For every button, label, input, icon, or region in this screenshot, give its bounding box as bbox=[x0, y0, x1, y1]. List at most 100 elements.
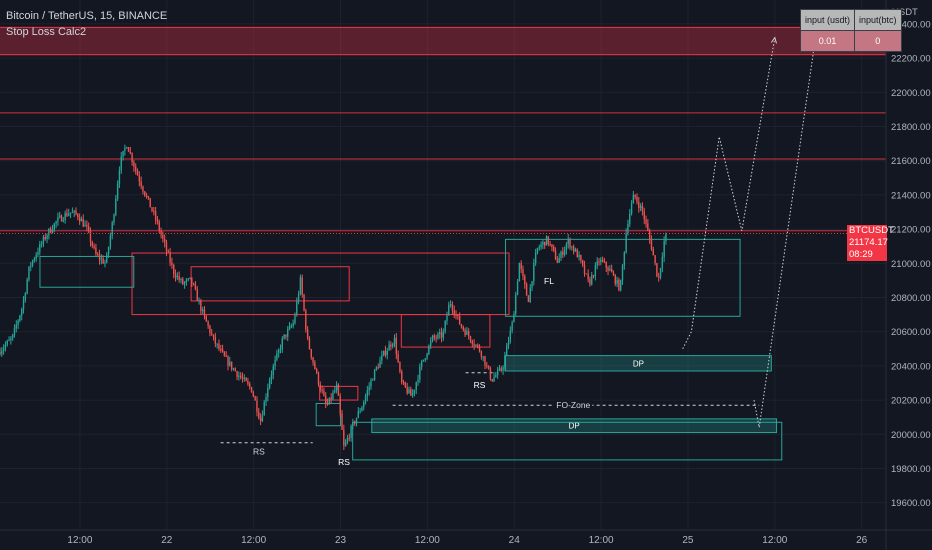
candle-body bbox=[574, 249, 577, 252]
candle-body bbox=[623, 252, 626, 266]
candle-body bbox=[554, 250, 557, 260]
candle-body bbox=[198, 300, 200, 302]
candle-body bbox=[496, 370, 499, 376]
candle-body bbox=[607, 267, 609, 271]
candle-body bbox=[265, 397, 267, 403]
candle-body bbox=[160, 230, 162, 235]
candle-body bbox=[370, 380, 372, 387]
candle-body bbox=[33, 258, 36, 261]
candle-body bbox=[28, 266, 30, 280]
candle-body bbox=[176, 275, 179, 278]
candle-body bbox=[1, 350, 3, 355]
candle-body bbox=[540, 244, 542, 248]
candle-body bbox=[122, 150, 124, 157]
candle-body bbox=[478, 346, 481, 352]
candle-body bbox=[410, 389, 412, 396]
candle-body bbox=[648, 230, 651, 240]
demand-zone-label: DP bbox=[633, 359, 644, 368]
y-tick-label: 21200.00 bbox=[891, 225, 931, 236]
candle-body bbox=[663, 241, 665, 257]
candle-body bbox=[629, 213, 631, 224]
candle-body bbox=[453, 310, 455, 315]
candle-body bbox=[576, 249, 578, 258]
candle-body bbox=[444, 321, 446, 332]
candle-body bbox=[111, 222, 113, 236]
x-tick-label: 12:00 bbox=[589, 535, 614, 546]
candle-body bbox=[534, 252, 537, 264]
candle-body bbox=[187, 278, 189, 280]
candle-body bbox=[591, 275, 593, 285]
candle-body bbox=[567, 238, 569, 245]
candle-body bbox=[397, 354, 399, 363]
candle-body bbox=[84, 224, 86, 227]
candle-body bbox=[312, 357, 314, 363]
price-tag-ticker: BTCUSDT bbox=[849, 225, 894, 236]
candle-body bbox=[55, 221, 57, 224]
candle-body bbox=[462, 327, 464, 330]
candle-body bbox=[100, 258, 103, 260]
candle-body bbox=[62, 220, 65, 222]
candle-body bbox=[471, 341, 474, 345]
candle-body bbox=[634, 194, 636, 198]
candle-body bbox=[348, 437, 350, 439]
candle-body bbox=[420, 361, 423, 367]
candle-body bbox=[572, 246, 575, 252]
candle-body bbox=[393, 337, 396, 345]
candle-body bbox=[647, 223, 649, 231]
candle-body bbox=[451, 304, 454, 311]
candle-body bbox=[308, 338, 311, 350]
candle-body bbox=[241, 377, 244, 379]
candle-body bbox=[46, 235, 48, 240]
candle-body bbox=[163, 238, 166, 243]
candle-body bbox=[221, 349, 224, 352]
chart-annotation: FL bbox=[544, 276, 554, 286]
candle-body bbox=[48, 228, 50, 236]
candle-body bbox=[632, 194, 635, 204]
candle-body bbox=[477, 344, 479, 347]
candle-body bbox=[343, 429, 345, 446]
candle-body bbox=[562, 251, 564, 255]
candle-body bbox=[305, 310, 307, 330]
resistance-zone bbox=[131, 252, 510, 316]
candle-body bbox=[594, 265, 597, 277]
candle-body bbox=[326, 403, 329, 405]
candle-body bbox=[19, 315, 21, 321]
candle-body bbox=[288, 326, 291, 330]
y-tick-label: 19800.00 bbox=[891, 464, 931, 475]
candle-body bbox=[406, 387, 408, 394]
candle-body bbox=[458, 315, 461, 325]
y-tick-label: 20200.00 bbox=[891, 396, 931, 407]
candle-body bbox=[279, 348, 282, 350]
demand-zone bbox=[39, 255, 135, 288]
candle-body bbox=[382, 350, 385, 356]
candle-body bbox=[643, 211, 645, 220]
candle-body bbox=[341, 413, 343, 430]
candle-body bbox=[31, 260, 34, 266]
candle-body bbox=[565, 244, 568, 250]
candle-body bbox=[297, 293, 300, 302]
candle-body bbox=[290, 325, 293, 327]
candle-body bbox=[173, 264, 175, 275]
candle-body bbox=[131, 153, 133, 163]
candle-body bbox=[24, 293, 27, 300]
candle-body bbox=[276, 353, 278, 360]
candle-body bbox=[386, 350, 388, 356]
candle-body bbox=[249, 383, 251, 388]
x-tick-label: 24 bbox=[509, 535, 521, 546]
candle-body bbox=[357, 411, 360, 418]
candle-body bbox=[10, 338, 12, 340]
candle-body bbox=[620, 280, 622, 291]
candle-body bbox=[571, 246, 573, 248]
candle-body bbox=[17, 320, 19, 325]
candle-body bbox=[106, 254, 108, 263]
candle-body bbox=[220, 349, 222, 351]
candle-body bbox=[486, 365, 488, 367]
candle-body bbox=[601, 259, 604, 262]
candle-body bbox=[614, 275, 616, 284]
candle-body bbox=[658, 276, 660, 278]
candle-body bbox=[509, 330, 512, 342]
candle-body bbox=[142, 186, 144, 192]
price-tag-price: 21174.17 bbox=[849, 237, 888, 248]
